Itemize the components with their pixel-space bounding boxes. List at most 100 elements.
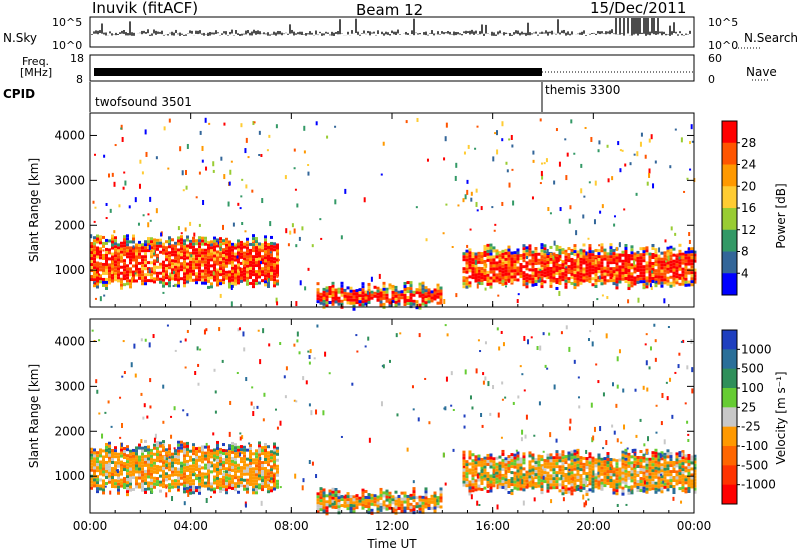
heatmap-cell	[507, 463, 511, 467]
heatmap-cell	[149, 196, 152, 202]
heatmap-cell	[564, 279, 568, 283]
heatmap-cell	[105, 460, 108, 464]
heatmap-cell	[153, 247, 156, 251]
heatmap-cell	[522, 455, 526, 459]
heatmap-cell	[141, 488, 144, 492]
heatmap-cell	[108, 281, 111, 285]
heatmap-cell	[558, 456, 562, 460]
heatmap-cell	[519, 254, 523, 258]
heatmap-cell	[144, 448, 147, 452]
heatmap-cell	[216, 464, 219, 468]
heatmap-cell	[618, 476, 622, 480]
heatmap-cell	[606, 476, 610, 480]
heatmap-cell	[510, 260, 514, 264]
heatmap-cell	[474, 458, 478, 462]
heatmap-cell	[171, 482, 174, 486]
heatmap-cell	[129, 476, 132, 480]
heatmap-cell	[117, 482, 120, 486]
heatmap-cell	[528, 253, 532, 257]
heatmap-cell	[177, 479, 180, 483]
heatmap-cell	[560, 331, 563, 335]
heatmap-cell	[180, 446, 183, 450]
heatmap-cell	[430, 296, 434, 300]
heatmap-cell	[382, 494, 386, 498]
heatmap-cell	[276, 479, 279, 483]
heatmap-cell	[96, 282, 99, 286]
heatmap-cell	[92, 200, 95, 204]
heatmap-cell	[567, 454, 571, 458]
heatmap-cell	[577, 396, 580, 399]
heatmap-cell	[648, 463, 652, 467]
heatmap-cell	[531, 262, 535, 266]
heatmap-cell	[340, 290, 344, 294]
heatmap-cell	[240, 469, 243, 473]
heatmap-cell	[540, 476, 544, 480]
heatmap-cell	[546, 273, 550, 277]
heatmap-cell	[168, 456, 171, 459]
heatmap-cell	[261, 249, 264, 253]
heatmap-cell	[276, 261, 279, 265]
heatmap-cell	[394, 303, 398, 307]
heatmap-cell	[183, 248, 186, 252]
heatmap-cell	[147, 270, 150, 274]
heatmap-cell	[202, 199, 205, 205]
heatmap-cell	[645, 279, 649, 283]
heatmap-cell	[373, 497, 377, 501]
heatmap-cell	[207, 472, 210, 476]
heatmap-cell	[439, 505, 443, 509]
heatmap-cell	[522, 488, 526, 492]
heatmap-cell	[477, 484, 481, 488]
heatmap-cell	[273, 281, 276, 285]
heatmap-cell	[322, 500, 326, 504]
beam-title: Beam 12	[356, 1, 424, 19]
heatmap-cell	[602, 392, 605, 397]
heatmap-cell	[672, 487, 676, 491]
heatmap-cell	[225, 485, 228, 489]
heatmap-cell	[216, 482, 219, 486]
heatmap-cell	[264, 469, 267, 473]
heatmap-cell	[279, 420, 282, 426]
heatmap-cell	[270, 456, 273, 460]
heatmap-cell	[126, 487, 129, 491]
heatmap-cell	[114, 479, 117, 483]
heatmap-cell	[693, 483, 696, 487]
heatmap-cell	[349, 286, 353, 290]
heatmap-cell	[315, 474, 318, 479]
heatmap-cell	[150, 261, 153, 265]
heatmap-cell	[624, 279, 628, 283]
heatmap-cell	[267, 242, 270, 246]
heatmap-cell	[549, 212, 552, 215]
heatmap-cell	[183, 254, 186, 258]
heatmap-cell	[650, 134, 653, 140]
heatmap-cell	[415, 496, 419, 500]
heatmap-cell	[645, 487, 649, 491]
heatmap-cell	[198, 254, 201, 258]
heatmap-cell	[570, 281, 574, 285]
heatmap-cell	[241, 435, 244, 440]
heatmap-cell	[147, 454, 150, 458]
heatmap-cell	[615, 262, 619, 266]
heatmap-cell	[600, 261, 604, 265]
heatmap-cell	[433, 491, 437, 495]
heatmap-cell	[219, 486, 222, 490]
heatmap-cell	[600, 481, 604, 485]
heatmap-cell	[189, 464, 192, 468]
heatmap-cell	[543, 274, 547, 278]
heatmap-cell	[90, 248, 93, 252]
heatmap-cell	[409, 287, 413, 291]
heatmap-cell	[687, 474, 690, 477]
heatmap-cell	[210, 249, 213, 253]
heatmap-cell	[216, 274, 219, 278]
heatmap-cell	[165, 478, 168, 482]
heatmap-cell	[406, 500, 410, 504]
heatmap-cell	[510, 462, 514, 466]
heatmap-cell	[534, 464, 538, 468]
heatmap-cell	[186, 247, 189, 251]
heatmap-cell	[639, 465, 643, 469]
heatmap-cell	[186, 489, 189, 493]
heatmap-cell	[258, 272, 261, 276]
heatmap-cell	[298, 236, 301, 241]
heatmap-cell	[255, 237, 258, 241]
heatmap-cell	[101, 433, 104, 439]
heatmap-cell	[525, 470, 529, 474]
